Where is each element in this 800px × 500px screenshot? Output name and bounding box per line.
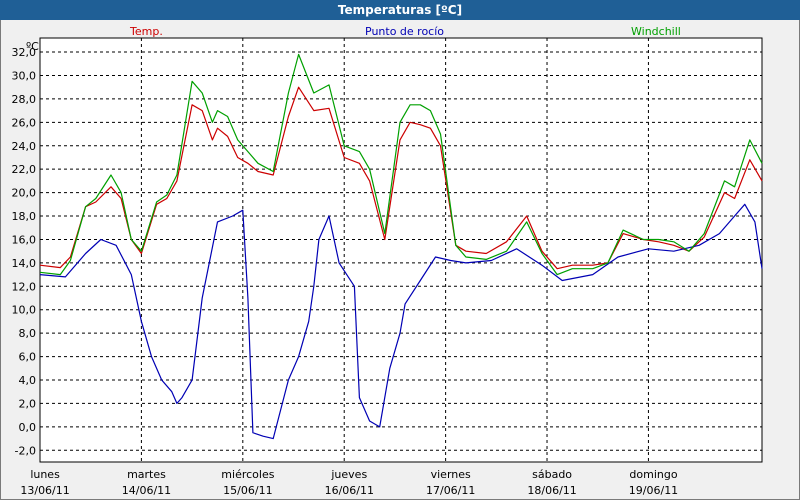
x-tick-date: 16/06/11 xyxy=(325,484,374,497)
x-tick-date: 19/06/11 xyxy=(629,484,678,497)
series-line-temp xyxy=(39,86,763,270)
legend-temp: Temp. xyxy=(130,25,163,38)
x-tick-date: 17/06/11 xyxy=(426,484,475,497)
y-tick-label: 14,0 xyxy=(12,257,37,270)
y-tick-label: 12,0 xyxy=(12,280,37,293)
x-tick-day: martes xyxy=(127,468,166,481)
legend-dewpoint: Punto de rocío xyxy=(365,25,445,38)
y-tick-label: 2,0 xyxy=(19,397,37,410)
x-tick-date: 14/06/11 xyxy=(122,484,171,497)
x-tick-date: 13/06/11 xyxy=(20,484,69,497)
legend-windchill: Windchill xyxy=(631,25,681,38)
x-tick-day: domingo xyxy=(629,468,677,481)
y-tick-label: 18,0 xyxy=(12,210,37,223)
y-tick-label: -2,0 xyxy=(15,444,36,457)
y-tick-label: 6,0 xyxy=(19,351,37,364)
x-tick-day: miércoles xyxy=(221,468,274,481)
y-tick-label: 30,0 xyxy=(12,69,37,82)
x-tick-date: 18/06/11 xyxy=(527,484,576,497)
y-tick-label: 20,0 xyxy=(12,187,37,200)
y-unit-label: ºC xyxy=(26,40,39,53)
x-tick-date: 15/06/11 xyxy=(223,484,272,497)
y-tick-label: 16,0 xyxy=(12,233,37,246)
series-line-windchill xyxy=(39,53,763,276)
y-tick-label: 22,0 xyxy=(12,163,37,176)
plot-area xyxy=(40,38,762,462)
chart-title: Temperaturas [ºC] xyxy=(337,3,463,17)
x-tick-day: viernes xyxy=(431,468,471,481)
x-tick-day: jueves xyxy=(330,468,367,481)
plot-border xyxy=(39,37,763,463)
chart-title-bar: Temperaturas [ºC] xyxy=(0,0,800,20)
y-tick-label: 10,0 xyxy=(12,304,37,317)
y-tick-label: 0,0 xyxy=(19,421,37,434)
y-tick-label: 28,0 xyxy=(12,93,37,106)
y-tick-label: 8,0 xyxy=(19,327,37,340)
y-tick-label: 26,0 xyxy=(12,116,37,129)
x-tick-day: lunes xyxy=(30,468,60,481)
x-tick-day: sábado xyxy=(532,468,572,481)
y-tick-label: 24,0 xyxy=(12,140,37,153)
y-tick-label: 4,0 xyxy=(19,374,37,387)
series-line-dewpoint xyxy=(39,203,763,440)
y-tick-label: 32,0 xyxy=(12,46,37,59)
